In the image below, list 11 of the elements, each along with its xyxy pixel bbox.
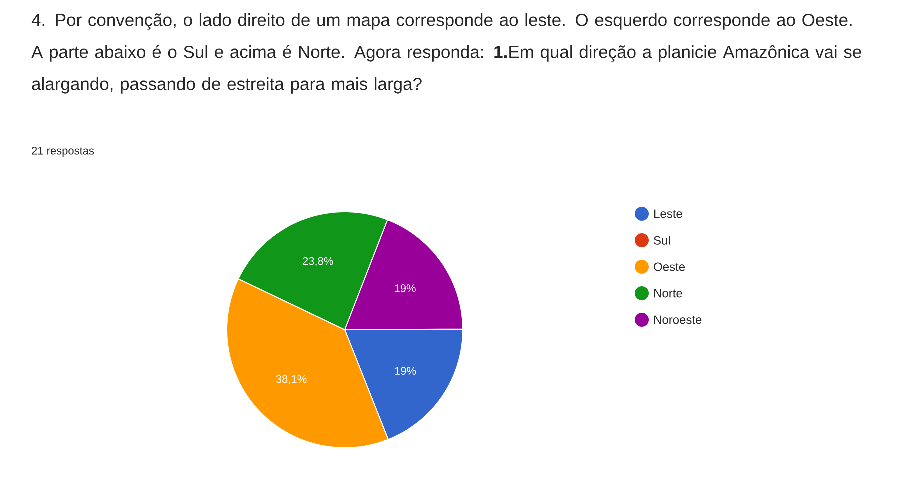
data-label: 19% bbox=[395, 284, 416, 292]
legend-label: Oeste bbox=[654, 262, 686, 272]
data-label: 38,1% bbox=[276, 375, 307, 384]
legend-label: Norte bbox=[654, 289, 682, 298]
legend-label: Noroeste bbox=[654, 316, 702, 324]
legend-label: Sul bbox=[654, 236, 670, 245]
data-label: 23,8% bbox=[303, 257, 334, 267]
chart-title: 4. Por convenção, o lado direito de um mapa corresponde ao leste. O esquerdo corresponde ao Oeste. A parte abaixo é o Sul e acima é Norte. Agora responda: 1.Em qual direção a planicie Amazônica vai se alargando, passando de estreita para mais larga? bbox=[32, 14, 862, 94]
text: 21 respostas bbox=[32, 147, 94, 157]
legend-label: Leste bbox=[654, 210, 682, 218]
data-label: 19% bbox=[395, 367, 416, 376]
